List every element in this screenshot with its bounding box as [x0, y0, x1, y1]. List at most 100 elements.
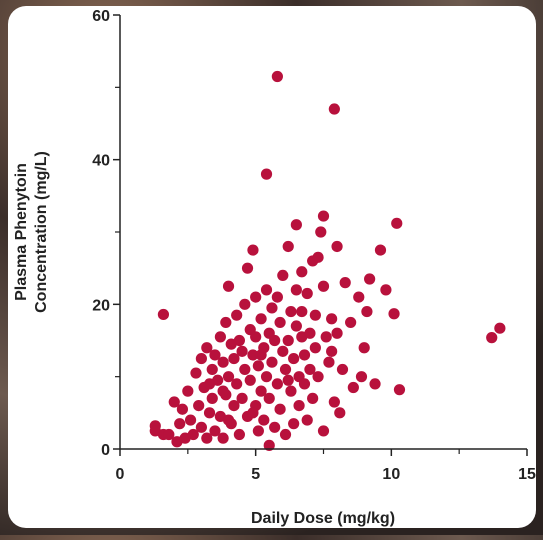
- data-point: [174, 418, 186, 430]
- data-point: [271, 291, 283, 303]
- data-point: [336, 363, 349, 376]
- data-point: [364, 273, 376, 285]
- data-point: [206, 392, 218, 404]
- data-point: [247, 407, 259, 419]
- data-point: [301, 287, 313, 300]
- data-point: [217, 432, 229, 444]
- data-point: [190, 367, 202, 379]
- x-axis-label: Daily Dose (mg/kg): [251, 510, 395, 527]
- data-point: [323, 356, 335, 368]
- data-point: [296, 266, 308, 278]
- data-point: [298, 349, 311, 361]
- data-point: [290, 320, 302, 332]
- y-tick-label: 60: [92, 8, 110, 25]
- data-point: [274, 403, 286, 415]
- y-axis-label: Plasma Phenytoin: [13, 163, 30, 301]
- data-point: [217, 356, 229, 368]
- data-point: [233, 428, 245, 441]
- data-point: [353, 291, 365, 303]
- data-point: [296, 305, 308, 318]
- data-point: [222, 371, 235, 383]
- data-point: [239, 363, 251, 376]
- data-point: [222, 414, 235, 426]
- y-axis-label: Concentration (mg/L): [33, 151, 50, 313]
- data-point: [168, 396, 180, 408]
- data-point: [255, 349, 267, 361]
- data-point: [209, 425, 221, 437]
- plot-layer: 0 5 10 15 0 20 40 60: [92, 8, 536, 483]
- data-point: [331, 240, 343, 253]
- data-point: [228, 352, 240, 365]
- data-point: [288, 352, 300, 365]
- data-point: [244, 374, 256, 386]
- data-point: [328, 396, 340, 408]
- x-tick-label: 10: [382, 466, 400, 483]
- data-point: [250, 291, 262, 303]
- data-point: [355, 371, 368, 383]
- data-point: [309, 342, 321, 354]
- data-point: [260, 168, 273, 180]
- data-point: [260, 371, 273, 383]
- data-point: [277, 269, 289, 281]
- data-point: [347, 381, 359, 394]
- data-point: [279, 363, 292, 376]
- data-point: [247, 349, 259, 361]
- x-tick-label: 15: [518, 466, 536, 483]
- data-point: [271, 378, 283, 390]
- data-point: [258, 414, 270, 426]
- data-point: [209, 349, 221, 361]
- data-point: [317, 210, 330, 222]
- data-point: [312, 371, 324, 383]
- data-point: [241, 262, 254, 274]
- data-point: [236, 345, 248, 357]
- data-point: [315, 226, 327, 238]
- data-point: [206, 363, 218, 376]
- data-point: [345, 316, 357, 329]
- data-point: [252, 425, 264, 437]
- data-point: [361, 305, 373, 318]
- data-point: [203, 378, 216, 390]
- data-point: [285, 305, 297, 318]
- data-point: [201, 342, 213, 354]
- data-point: [293, 400, 305, 412]
- data-point: [193, 400, 205, 412]
- data-point: [239, 298, 251, 310]
- data-point: [163, 428, 175, 441]
- data-point: [247, 244, 259, 256]
- data-point: [220, 316, 232, 329]
- data-point: [182, 385, 194, 397]
- data-point: [271, 70, 283, 83]
- data-point: [307, 392, 319, 404]
- y-tick-label: 0: [101, 442, 110, 459]
- y-tick-label: 20: [92, 297, 110, 314]
- data-point: [380, 284, 392, 296]
- data-point: [231, 309, 243, 321]
- data-point: [282, 240, 294, 253]
- data-point: [187, 428, 199, 441]
- data-point: [312, 251, 324, 263]
- x-tick-label: 0: [116, 466, 125, 483]
- y-tick-label: 40: [92, 153, 110, 170]
- data-point: [231, 378, 243, 390]
- data-point: [282, 334, 294, 347]
- data-point: [282, 374, 294, 386]
- data-point: [263, 439, 275, 451]
- data-point: [274, 316, 286, 329]
- data-point: [326, 345, 338, 357]
- data-point: [157, 308, 170, 321]
- data-point: [285, 385, 297, 397]
- data-point: [298, 378, 311, 390]
- data-point: [339, 277, 351, 289]
- data-point: [255, 313, 267, 325]
- data-point: [203, 407, 216, 419]
- data-point: [233, 334, 245, 347]
- data-point: [317, 280, 330, 292]
- data-point: [301, 414, 313, 426]
- data-point: [304, 363, 316, 376]
- data-point: [494, 322, 506, 334]
- data-point: [374, 244, 387, 256]
- data-point: [279, 428, 292, 441]
- data-point: [369, 378, 381, 390]
- x-tick-label: 5: [251, 466, 260, 483]
